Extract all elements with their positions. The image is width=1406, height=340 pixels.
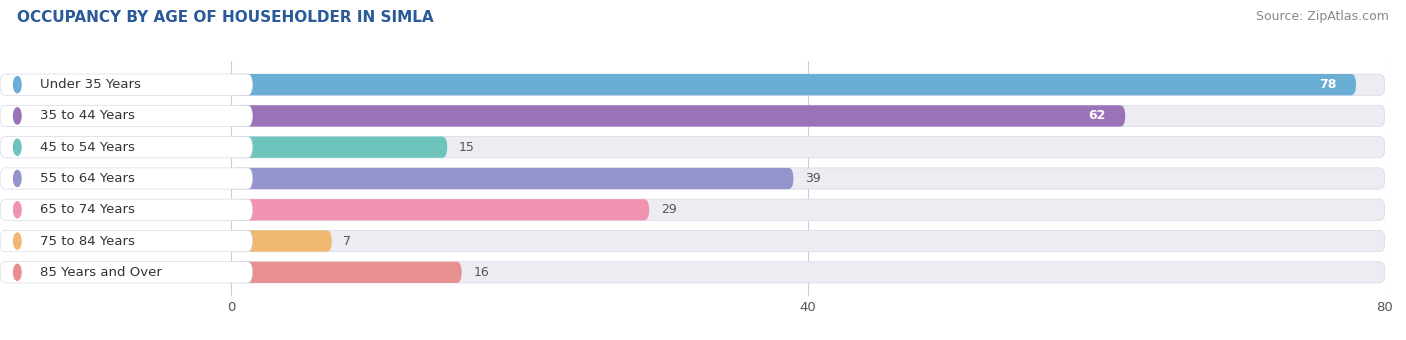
Text: 29: 29 bbox=[661, 203, 676, 216]
Circle shape bbox=[14, 264, 21, 280]
FancyBboxPatch shape bbox=[231, 137, 447, 158]
Text: Source: ZipAtlas.com: Source: ZipAtlas.com bbox=[1256, 10, 1389, 23]
FancyBboxPatch shape bbox=[0, 137, 253, 158]
FancyBboxPatch shape bbox=[231, 262, 1385, 283]
FancyBboxPatch shape bbox=[231, 105, 1125, 126]
Text: Under 35 Years: Under 35 Years bbox=[41, 78, 141, 91]
Text: 35 to 44 Years: 35 to 44 Years bbox=[41, 109, 135, 122]
FancyBboxPatch shape bbox=[0, 262, 253, 283]
FancyBboxPatch shape bbox=[231, 231, 1385, 252]
Circle shape bbox=[14, 108, 21, 124]
Text: 7: 7 bbox=[343, 235, 352, 248]
FancyBboxPatch shape bbox=[0, 74, 253, 95]
FancyBboxPatch shape bbox=[1303, 76, 1353, 94]
FancyBboxPatch shape bbox=[231, 262, 461, 283]
Text: OCCUPANCY BY AGE OF HOUSEHOLDER IN SIMLA: OCCUPANCY BY AGE OF HOUSEHOLDER IN SIMLA bbox=[17, 10, 433, 25]
FancyBboxPatch shape bbox=[231, 199, 650, 220]
Text: 55 to 64 Years: 55 to 64 Years bbox=[41, 172, 135, 185]
FancyBboxPatch shape bbox=[0, 105, 253, 126]
Text: 75 to 84 Years: 75 to 84 Years bbox=[41, 235, 135, 248]
FancyBboxPatch shape bbox=[231, 137, 1385, 158]
Text: 15: 15 bbox=[458, 141, 475, 154]
Circle shape bbox=[14, 170, 21, 187]
FancyBboxPatch shape bbox=[231, 105, 1385, 126]
Circle shape bbox=[14, 139, 21, 155]
FancyBboxPatch shape bbox=[0, 168, 253, 189]
Circle shape bbox=[14, 233, 21, 249]
Text: 39: 39 bbox=[806, 172, 821, 185]
Text: 65 to 74 Years: 65 to 74 Years bbox=[41, 203, 135, 216]
FancyBboxPatch shape bbox=[231, 231, 332, 252]
Text: 85 Years and Over: 85 Years and Over bbox=[41, 266, 162, 279]
FancyBboxPatch shape bbox=[231, 199, 1385, 220]
FancyBboxPatch shape bbox=[231, 168, 1385, 189]
FancyBboxPatch shape bbox=[0, 199, 253, 220]
FancyBboxPatch shape bbox=[231, 74, 1385, 95]
Text: 78: 78 bbox=[1319, 78, 1337, 91]
FancyBboxPatch shape bbox=[231, 168, 793, 189]
FancyBboxPatch shape bbox=[231, 74, 1355, 95]
Text: 16: 16 bbox=[474, 266, 489, 279]
Text: 45 to 54 Years: 45 to 54 Years bbox=[41, 141, 135, 154]
Circle shape bbox=[14, 202, 21, 218]
FancyBboxPatch shape bbox=[0, 231, 253, 252]
Text: 62: 62 bbox=[1088, 109, 1105, 122]
FancyBboxPatch shape bbox=[1071, 107, 1122, 125]
Circle shape bbox=[14, 76, 21, 93]
